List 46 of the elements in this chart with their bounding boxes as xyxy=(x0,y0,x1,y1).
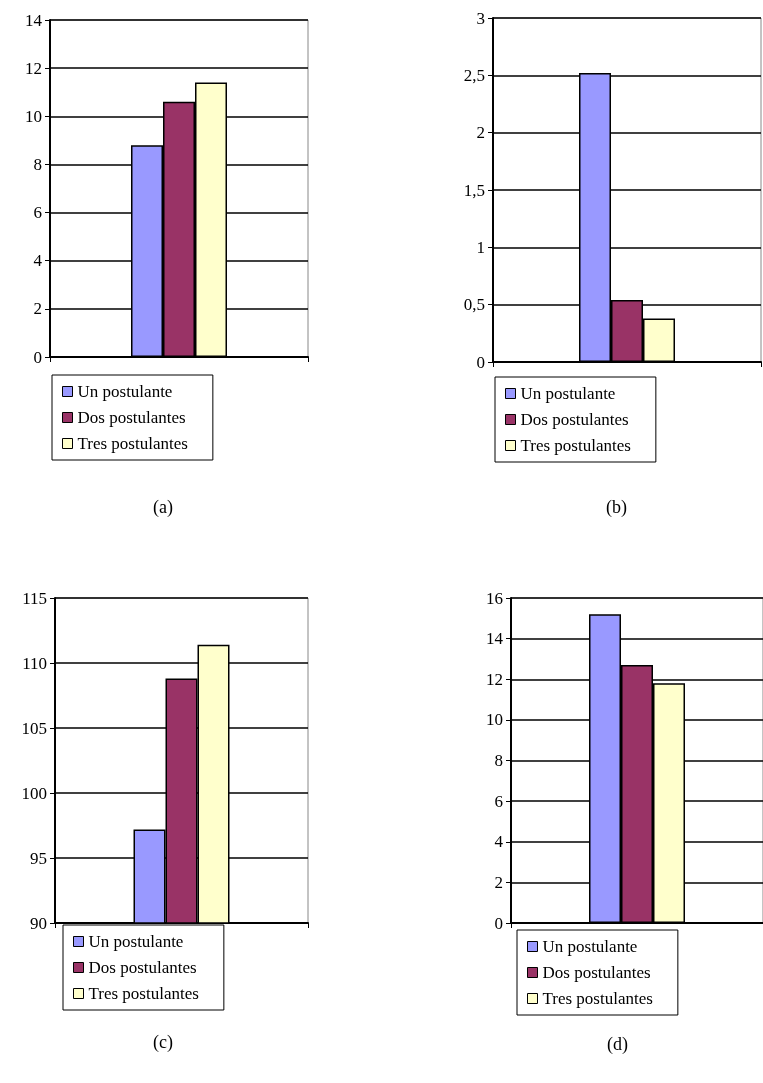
legend-label: Dos postulantes xyxy=(542,963,651,982)
y-tick-label: 2 xyxy=(33,299,42,319)
y-tick-label: 6 xyxy=(494,791,503,811)
y-tick-label: 8 xyxy=(494,751,503,770)
y-tick-label: 1 xyxy=(476,237,485,257)
y-tick-label: 8 xyxy=(33,154,42,174)
y-tick-label: 12 xyxy=(486,669,503,689)
y-tick-label: 0,5 xyxy=(463,295,485,315)
y-tick-label: 105 xyxy=(21,718,47,738)
y-tick-label: 10 xyxy=(486,710,503,730)
y-tick-label: 115 xyxy=(22,588,47,608)
legend-label: Un postulante xyxy=(542,937,638,956)
text: (c) xyxy=(153,1032,173,1053)
y-tick-label: 14 xyxy=(486,629,504,649)
text: (b) xyxy=(606,497,627,518)
y-tick-label: 95 xyxy=(30,848,47,868)
y-tick-label: 100 xyxy=(21,783,47,803)
y-tick-label: 2 xyxy=(494,872,503,892)
legend-label: Un postulante xyxy=(520,384,616,403)
y-tick-label: 2,5 xyxy=(463,65,485,85)
y-tick-label: 16 xyxy=(486,588,503,608)
y-tick-label: 0 xyxy=(494,913,503,933)
legend-label: Dos postulantes xyxy=(520,410,629,429)
legend-label: Dos postulantes xyxy=(77,408,186,427)
legend-label: Un postulante xyxy=(88,932,184,951)
text: (d) xyxy=(607,1034,628,1055)
y-tick-label: 2 xyxy=(476,123,485,143)
y-tick-label: 10 xyxy=(25,106,42,126)
legend-label: Dos postulantes xyxy=(88,958,197,977)
y-tick-label: 4 xyxy=(33,251,43,271)
y-tick-label: 0 xyxy=(33,347,42,367)
y-tick-label: 90 xyxy=(30,913,47,933)
y-tick-label: 12 xyxy=(25,58,42,78)
y-tick-label: 110 xyxy=(22,653,47,673)
y-tick-label: 6 xyxy=(33,203,42,223)
text: (a) xyxy=(153,497,173,518)
legend-label: Tres postulantes xyxy=(542,989,653,1008)
y-tick-label: 3 xyxy=(476,8,485,28)
y-tick-label: 1,5 xyxy=(463,180,485,200)
y-tick-label: 4 xyxy=(494,832,504,852)
y-tick-label: 14 xyxy=(25,10,43,30)
legend-label: Un postulante xyxy=(77,382,173,401)
y-tick-label: 0 xyxy=(476,352,485,372)
legend-label: Tres postulantes xyxy=(88,984,199,1003)
legend-label: Tres postulantes xyxy=(77,434,188,453)
legend-label: Tres postulantes xyxy=(520,436,631,455)
